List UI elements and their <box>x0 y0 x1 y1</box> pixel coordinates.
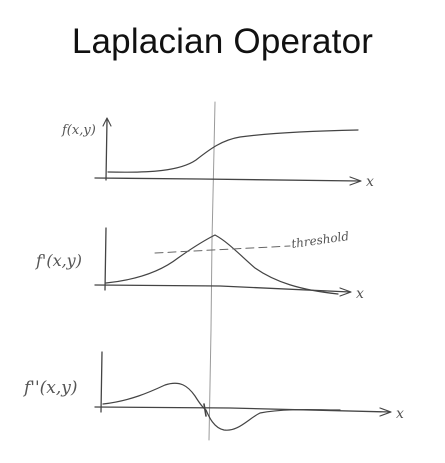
panel1-y-axis <box>105 119 108 181</box>
panel1-x-arrow <box>349 176 362 186</box>
panel2-curve <box>105 234 339 295</box>
panel2-threshold-label: threshold <box>290 229 350 251</box>
slide-title: Laplacian Operator <box>71 22 374 61</box>
panel2-threshold-line <box>154 245 291 254</box>
panel3-x-axis <box>94 406 391 413</box>
panel2-y-label: f'(x,y) <box>35 251 82 270</box>
panel3-zero-crossing-mark <box>203 403 207 417</box>
panel2-y-axis <box>104 227 107 291</box>
panel1-y-label: f(x,y) <box>61 123 96 138</box>
panel2-x-label: x <box>356 286 364 302</box>
edge-reference-line <box>208 101 216 441</box>
panel1-curve <box>107 129 359 173</box>
panel2-x-arrow <box>339 287 352 297</box>
panel1-x-axis <box>94 177 361 182</box>
panel3-y-axis <box>100 351 103 413</box>
panel3-x-label: x <box>396 406 404 422</box>
panel3-y-label: f''(x,y) <box>22 378 78 398</box>
panel3-curve <box>102 382 341 431</box>
panel1-x-label: x <box>366 174 374 190</box>
panel2-x-axis <box>94 284 351 293</box>
panel3-x-arrow <box>379 407 392 417</box>
panel1-y-arrow <box>102 117 112 127</box>
